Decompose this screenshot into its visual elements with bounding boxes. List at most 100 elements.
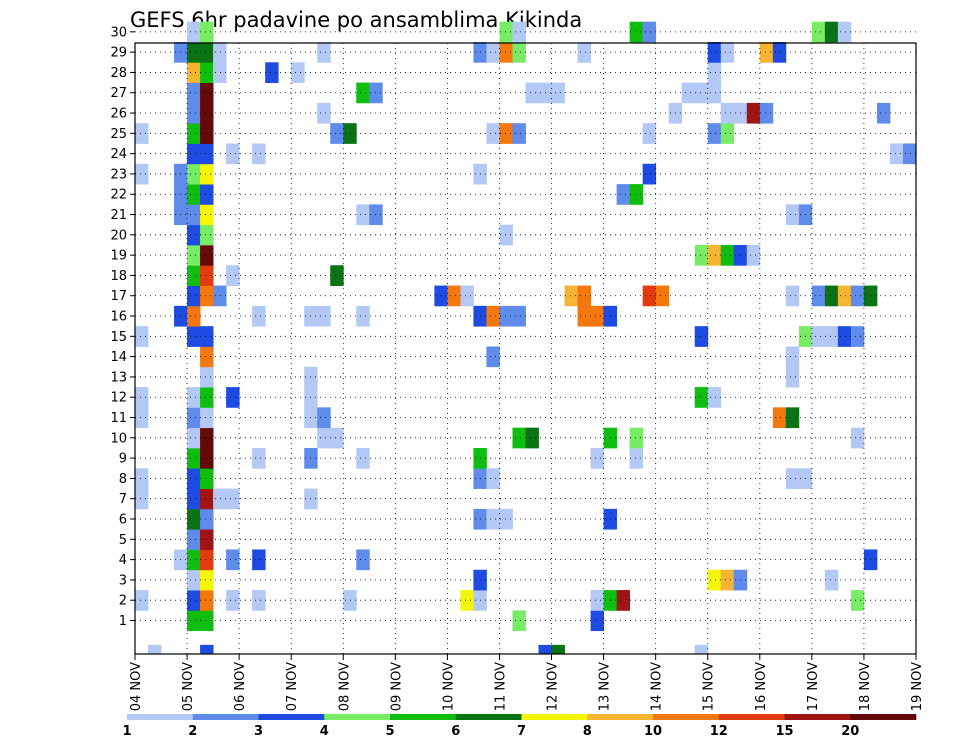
heatmap-cell xyxy=(811,326,826,347)
heatmap-cell xyxy=(486,508,500,530)
x-tick-label: 15 NOV xyxy=(702,662,717,711)
y-tick-label: 6 xyxy=(119,513,127,528)
heatmap-cell xyxy=(200,82,214,104)
heatmap-cell xyxy=(746,244,761,266)
heatmap-cell xyxy=(265,62,279,83)
heatmap-cell xyxy=(200,102,214,124)
y-tick-label: 9 xyxy=(119,452,127,467)
heatmap-cell xyxy=(642,21,657,43)
heatmap-cell xyxy=(642,123,657,144)
colorbar-label: 20 xyxy=(841,724,859,739)
heatmap-cell xyxy=(577,305,591,327)
heatmap-cell xyxy=(512,427,526,449)
heatmap-cell xyxy=(512,123,526,144)
heatmap-cell xyxy=(187,488,201,510)
heatmap-cell xyxy=(720,569,735,591)
x-tick-label: 04 NOV xyxy=(129,662,144,711)
grid-lines xyxy=(135,31,916,654)
heatmap-cell xyxy=(369,204,383,226)
heatmap-cell xyxy=(707,82,722,104)
heatmap-cell xyxy=(200,204,214,226)
heatmap-cell xyxy=(213,41,227,63)
heatmap-cell xyxy=(694,644,709,655)
heatmap-cell xyxy=(746,102,761,124)
heatmap-cell xyxy=(213,62,227,83)
heatmap-cell xyxy=(707,569,722,591)
heatmap-cell xyxy=(187,529,201,550)
heatmap-cell xyxy=(525,427,539,449)
heatmap-cell xyxy=(187,407,201,429)
heatmap-cell xyxy=(135,326,149,347)
heatmap-cell xyxy=(590,447,604,469)
heatmap-cell xyxy=(187,549,201,571)
heatmap-cell xyxy=(200,346,214,368)
heatmap-cell xyxy=(213,488,227,510)
heatmap-cell xyxy=(785,468,800,489)
heatmap-cell xyxy=(551,82,565,104)
heatmap-cell xyxy=(200,387,214,408)
heatmap-cell xyxy=(772,407,787,429)
y-axis: 1234567891011121314151617181920212223242… xyxy=(110,25,135,629)
heatmap-cell xyxy=(200,41,214,63)
heatmap-cell xyxy=(577,41,591,63)
heatmap-cell xyxy=(252,447,266,469)
heatmap-cell xyxy=(811,21,826,43)
heatmap-cell xyxy=(707,41,722,63)
heatmap-cell xyxy=(187,265,201,286)
heatmap-cell xyxy=(590,610,604,632)
heatmap-cell xyxy=(200,62,214,83)
heatmap-cell xyxy=(200,407,214,429)
heatmap-cell xyxy=(590,590,604,611)
heatmap-cell xyxy=(187,305,201,327)
y-tick-label: 13 xyxy=(110,370,127,385)
heatmap-cell xyxy=(486,41,500,63)
heatmap-cell xyxy=(837,326,852,347)
heatmap-cell xyxy=(317,305,331,327)
x-tick-label: 09 NOV xyxy=(389,662,404,711)
heatmap-cell xyxy=(629,447,644,469)
colorbar-swatch xyxy=(718,714,785,720)
heatmap-cell xyxy=(694,244,709,266)
colorbar-label: 2 xyxy=(188,724,197,739)
heatmap-cell xyxy=(720,41,735,63)
heatmap-cell xyxy=(707,244,722,266)
heatmap-cell xyxy=(135,590,149,611)
y-tick-label: 17 xyxy=(110,289,127,304)
x-tick-label: 16 NOV xyxy=(754,662,769,711)
heatmap-cell xyxy=(135,468,149,489)
heatmap-cell xyxy=(707,123,722,144)
heatmap-cell xyxy=(135,488,149,510)
heatmap-cell xyxy=(356,82,370,104)
heatmap-cell xyxy=(330,427,344,449)
heatmap-cell xyxy=(850,590,865,611)
colorbar-swatch xyxy=(192,714,259,720)
y-tick-label: 12 xyxy=(110,391,127,406)
heatmap-cell xyxy=(642,163,657,185)
heatmap-cell xyxy=(187,143,201,165)
heatmap-cell xyxy=(226,549,240,571)
heatmap-cell xyxy=(369,82,383,104)
heatmap-cell xyxy=(252,143,266,165)
heatmap-cell xyxy=(187,427,201,449)
heatmap-cell xyxy=(226,590,240,611)
x-tick-label: 11 NOV xyxy=(493,662,508,711)
heatmap-cell xyxy=(226,265,240,286)
heatmap-cell xyxy=(187,590,201,611)
heatmap-cell xyxy=(187,21,201,43)
heatmap-cell xyxy=(720,102,735,124)
x-tick-label: 19 NOV xyxy=(910,662,925,711)
heatmap-cell xyxy=(694,82,709,104)
heatmap-cell xyxy=(187,610,201,632)
x-tick-label: 14 NOV xyxy=(650,662,665,711)
heatmap-cell xyxy=(486,123,500,144)
heatmap-cells xyxy=(135,21,917,655)
heatmap-cell xyxy=(200,427,214,449)
y-tick-label: 1 xyxy=(119,614,127,629)
y-tick-label: 24 xyxy=(110,147,127,162)
heatmap-cell xyxy=(447,285,461,307)
y-tick-label: 4 xyxy=(119,553,127,568)
heatmap-cell xyxy=(460,285,474,307)
heatmap-cell xyxy=(200,610,214,632)
y-tick-label: 29 xyxy=(110,46,127,61)
